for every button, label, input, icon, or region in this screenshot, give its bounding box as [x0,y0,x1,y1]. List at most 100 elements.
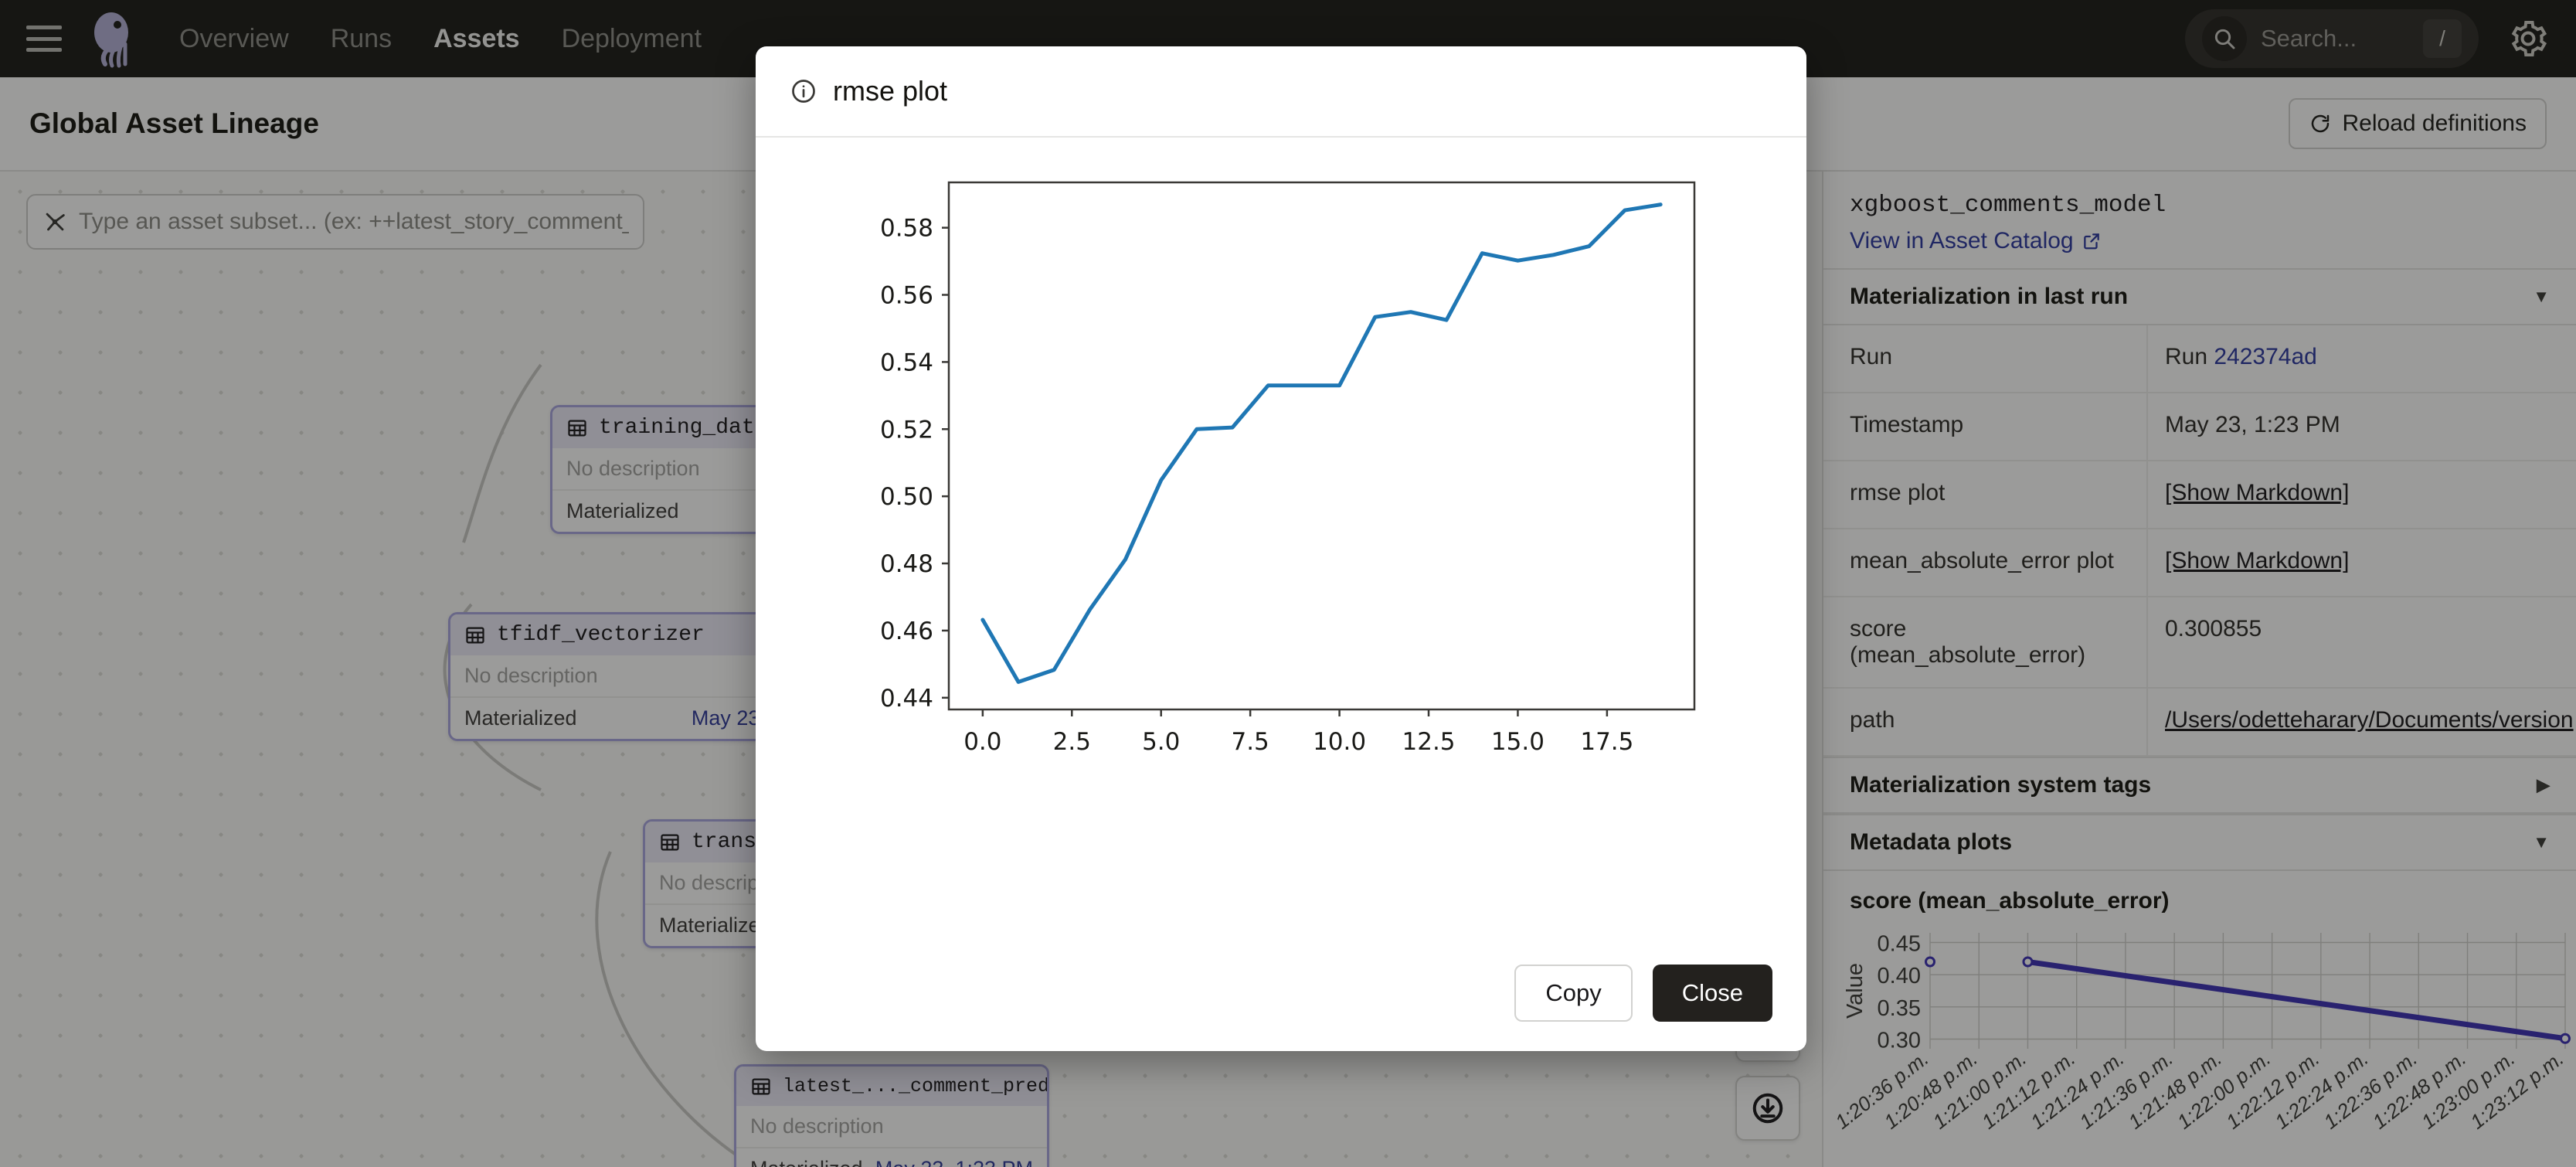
page-title: Global Asset Lineage [29,107,319,139]
modal-header: rmse plot [756,46,1806,138]
section-label: Metadata plots [1850,829,2013,855]
svg-text:0.44: 0.44 [880,685,933,713]
reload-definitions-button[interactable]: Reload definitions [2288,98,2547,149]
section-label: Materialization system tags [1850,772,2152,798]
table-row-mae-plot: mean_absolute_error plot [Show Markdown] [1823,529,2576,597]
asset-node-status: Materialized [566,499,679,522]
svg-text:0.56: 0.56 [880,282,933,310]
svg-text:0.54: 0.54 [880,349,933,376]
search-placeholder: Search... [2261,25,2357,52]
table-row-run: Run Run 242374ad [1823,325,2576,393]
chevron-down-icon: ▼ [2533,832,2550,852]
download-fit-icon[interactable] [1735,1076,1800,1141]
svg-text:2.5: 2.5 [1053,728,1091,756]
sidebar-plot-title: score (mean_absolute_error) [1850,888,2170,914]
run-prefix: Run [2165,344,2214,369]
table-icon [659,832,681,853]
close-button[interactable]: Close [1652,965,1772,1022]
asset-node-status: Materialized [659,914,772,937]
svg-text:0.30: 0.30 [1878,1029,1921,1053]
svg-text:0.35: 0.35 [1878,996,1921,1021]
nav-link-assets[interactable]: Assets [433,23,520,53]
path-link[interactable]: /Users/odetteharary/Documents/version [2165,707,2574,733]
meta-value: Run 242374ad [2148,325,2576,392]
asset-node-name: latest_..._comment_predictions [783,1075,1049,1097]
meta-key: path [1823,689,2148,755]
info-icon [790,77,817,105]
meta-value: [Show Markdown] [2148,529,2576,596]
svg-text:0.50: 0.50 [880,483,933,511]
modal-footer: Copy Close [756,935,1806,1051]
nav-link-overview[interactable]: Overview [179,23,289,53]
svg-text:0.0: 0.0 [963,728,1001,756]
sidebar-asset-name: xgboost_comments_model [1850,192,2166,219]
svg-text:0.48: 0.48 [880,550,933,578]
view-in-asset-catalog-label: View in Asset Catalog [1850,228,2074,253]
svg-text:10.0: 10.0 [1313,728,1366,756]
asset-details-sidebar: xgboost_comments_model View in Asset Cat… [1822,172,2576,1167]
view-in-asset-catalog-link[interactable]: View in Asset Catalog [1850,228,2102,254]
table-icon [750,1076,772,1097]
svg-text:0.45: 0.45 [1878,932,1921,957]
asset-node-date[interactable]: May 23, 1:23 PM [875,1157,1033,1167]
meta-value: 0.300855 [2165,616,2262,641]
dagster-logo-icon[interactable] [85,9,145,69]
section-label: Materialization in last run [1850,284,2129,309]
main-nav-links: Overview Runs Assets Deployment [179,24,702,54]
chevron-down-icon: ▼ [2533,287,2550,306]
nav-link-deployment[interactable]: Deployment [561,23,702,53]
search-input[interactable]: Search... / [2185,9,2479,68]
table-icon [566,417,588,439]
table-row-timestamp: Timestamp May 23, 1:23 PM [1823,393,2576,461]
meta-value: /Users/odetteharary/Documents/version [2148,689,2576,755]
modal-body: 0.44 0.46 0.48 0.50 0.52 0.54 0.56 0.58 0.0 2.5 5.… [756,138,1806,935]
svg-text:17.5: 17.5 [1580,728,1633,756]
section-metadata-plots[interactable]: Metadata plots ▼ [1823,814,2576,871]
svg-text:0.40: 0.40 [1878,964,1921,988]
gear-icon[interactable] [2506,17,2550,60]
modal-title: rmse plot [833,75,948,107]
section-materialization-system-tags[interactable]: Materialization system tags ▶ [1823,757,2576,814]
meta-value: May 23, 1:23 PM [2165,412,2340,437]
nav-right-group: Search... / [2185,9,2550,68]
rmse-plot-modal: rmse plot 0.44 0.46 0.48 0.50 0.52 0.54 0.56 0.… [756,46,1806,1051]
meta-key: Run [1823,325,2148,392]
asset-node-latest-comment-predictions[interactable]: latest_..._comment_predictions No descri… [734,1064,1049,1167]
nav-link-runs[interactable]: Runs [330,23,393,53]
asset-node-description: No description [750,1114,884,1138]
meta-key: rmse plot [1823,461,2148,528]
external-link-icon [2082,231,2102,251]
search-icon [2202,16,2247,61]
asset-subset-placeholder: Type an asset subset... (ex: ++latest_st… [79,209,629,234]
asset-node-description: No description [464,664,598,687]
sidebar-title-block: xgboost_comments_model View in Asset Cat… [1823,172,2576,268]
section-materialization-in-last-run[interactable]: Materialization in last run ▼ [1823,268,2576,325]
svg-text:0.58: 0.58 [880,215,933,243]
asset-node-status: Materialized [750,1157,863,1167]
asset-node-description: No description [566,457,700,480]
copy-button[interactable]: Copy [1514,965,1633,1022]
asset-subset-input[interactable]: Type an asset subset... (ex: ++latest_st… [26,194,644,250]
meta-key: score (mean_absolute_error) [1823,597,2148,687]
asset-node-name: tfidf_vectorizer [497,623,705,647]
meta-value: [Show Markdown] [2148,461,2576,528]
hamburger-icon[interactable] [26,26,62,52]
show-markdown-link[interactable]: [Show Markdown] [2165,480,2350,505]
meta-key: mean_absolute_error plot [1823,529,2148,596]
svg-text:5.0: 5.0 [1142,728,1180,756]
show-markdown-link[interactable]: [Show Markdown] [2165,548,2350,573]
sidebar-metadata-plot: 0.30 0.35 0.40 0.45 1:20:36 p.m. 1:20:48 p.m.… [1823,919,2576,1167]
table-row-rmse-plot: rmse plot [Show Markdown] [1823,461,2576,529]
asset-selection-icon [42,209,68,235]
asset-node-footer: Materialized May 23, 1:23 PM [736,1147,1047,1167]
run-id-link[interactable]: 242374ad [2214,344,2317,369]
table-row-score: score (mean_absolute_error) 0.300855 [1823,597,2576,689]
svg-text:15.0: 15.0 [1491,728,1545,756]
reload-definitions-label: Reload definitions [2342,111,2527,136]
chevron-right-icon: ▶ [2537,775,2550,794]
svg-text:Value: Value [1843,963,1867,1019]
meta-key: Timestamp [1823,393,2148,460]
svg-text:12.5: 12.5 [1402,728,1456,756]
asset-node-status: Materialized [464,706,577,730]
rmse-line-chart: 0.44 0.46 0.48 0.50 0.52 0.54 0.56 0.58 0.0 2.5 5.… [880,181,1696,756]
